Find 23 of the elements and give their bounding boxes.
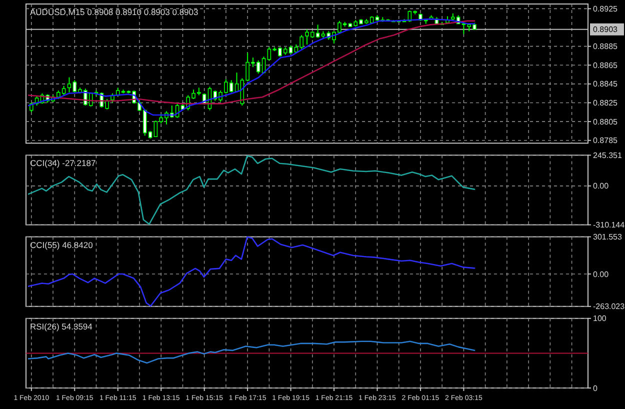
y-tick-label: 0.00 [593, 182, 610, 191]
y-tick-label: 0.8825 [593, 98, 618, 108]
y-tick-label: 0 [593, 384, 598, 393]
y-tick-label: 100 [593, 314, 607, 324]
y-tick-label: -310.144 [593, 220, 625, 230]
y-tick-label: 0.8805 [593, 117, 618, 126]
line-series [28, 340, 476, 364]
line-series [28, 236, 476, 307]
y-tick-label: -263.023 [593, 302, 625, 312]
y-tick-label: 0.8845 [593, 80, 618, 89]
chart-title: RSI(26) 54.3594 [30, 321, 93, 332]
y-tick-label: 0.8925 [593, 4, 618, 14]
ref-line-label: 0.8903 [593, 25, 618, 34]
chart-title: CCI(55) 46.8420 [30, 240, 94, 250]
chart-title: AUDUSD,M15 0.8908 0.8910 0.8903 0.8903 [30, 7, 198, 17]
y-tick-label: 301.553 [593, 232, 622, 242]
line-series [28, 155, 476, 225]
chart-title: CCI(34) -27.2187 [30, 158, 96, 168]
y-tick-label: 0.00 [593, 270, 610, 279]
y-tick-label: 0.8785 [593, 136, 618, 146]
y-tick-label: 245.351 [593, 151, 622, 160]
y-tick-label: 0.8885 [593, 42, 618, 52]
y-tick-label: 0.8865 [593, 60, 618, 70]
